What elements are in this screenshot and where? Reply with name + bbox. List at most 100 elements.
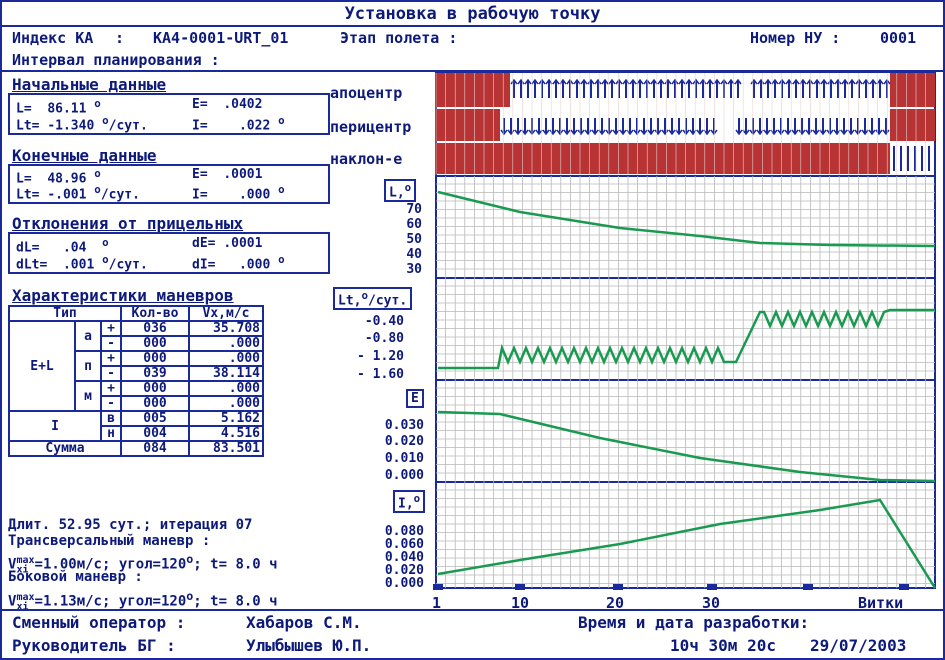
info-duration: Длит. 52.95 сут.; итерация 07 [8,517,253,533]
x-tick-mark [433,584,443,590]
arrow-icon [798,129,806,136]
arrow-icon [577,129,585,136]
arrow-icon [598,129,606,136]
nu-value: 0001 [880,29,917,47]
tick-label: 50 [406,232,422,247]
deviation-title: Отклонения от прицельных [12,214,244,233]
arrow-icon [868,129,876,136]
arrow-icon [869,78,877,85]
arrow-icon [675,129,683,136]
arrow-icon [777,129,785,136]
arrow-icon [514,129,522,136]
arrow-icon [855,78,863,85]
dev-dE: .0001 [223,236,263,251]
initial-title: Начальные данные [12,75,167,94]
arrow-icon [654,129,662,136]
arrow-icon [584,129,592,136]
arrow-icon [563,129,571,136]
arrow-icon [668,129,676,136]
arrow-icon [678,78,686,85]
time-value: 10ч 30м 20с [670,636,776,655]
series-line-Lt [438,308,935,370]
arrow-icon [713,78,721,85]
date-value: 29/07/2003 [810,636,907,655]
arrow-icon [763,129,771,136]
final-L: 48.96 [47,171,87,187]
tick-label: 0.010 [384,451,424,466]
table-row: - 000 .000 [9,335,264,352]
arrow-icon [615,78,623,85]
arrow-icon [854,129,862,136]
x-tick-label: 20 [606,594,625,612]
arrow-icon [882,129,890,136]
arrow-icon [521,129,529,136]
initial-Lt: -1.340 [47,118,95,134]
arrow-icon [876,78,884,85]
arrow-icon [629,78,637,85]
maneuvers-title: Характеристики маневров [12,286,234,305]
operator-label: Сменный оператор : [12,613,186,632]
table-row: н 004 4.516 [9,425,264,442]
arrow-icon [875,129,883,136]
arrow-icon [806,78,814,85]
arrow-icon [742,129,750,136]
chart-Lt-label: Lt,о/сут. [333,287,413,311]
table-row: м + 000 .000 [9,380,264,412]
tick-label: 0.080 [384,524,424,539]
table-row: E+L а + 036 35.708 [8,320,264,412]
chart-E-label: E [406,389,424,408]
series-line-E [437,410,936,483]
arrow-icon [784,129,792,136]
arrow-icon [812,129,820,136]
arrow-icon [601,78,609,85]
arrow-icon [538,78,546,85]
divider [0,25,945,27]
arrow-icon [834,78,842,85]
arrow-icon [792,78,800,85]
dev-dL: .04 [62,240,87,256]
tick-label: 0.020 [384,563,424,578]
tick-label: -0.40 [364,314,404,329]
arrow-icon [552,78,560,85]
arrow-icon [636,78,644,85]
arrow-icon [524,78,532,85]
x-tick-mark [803,584,813,590]
tick-label: 60 [406,217,422,232]
chart-I-label: I,о [393,490,426,514]
nu-label: Номер НУ : [750,29,841,47]
series-line-L [437,190,936,248]
arrow-icon [591,129,599,136]
stage-label: Этап полета : [340,29,458,47]
arrow-icon [619,129,627,136]
initial-box [8,93,330,135]
operator-name: Хабаров С.М. [246,613,362,632]
info-lateral: Боковой маневр : [8,569,143,585]
arrow-icon [734,78,742,85]
tick-label: 40 [406,247,422,262]
arrow-icon [573,78,581,85]
sum-row: Сумма 084 83.501 [8,440,264,457]
arrow-icon [682,129,690,136]
arrow-icon [692,78,700,85]
info-lateral-params: Vximax=1.13м/с; угол=120о; t= 8.0 ч [8,589,278,613]
arrow-icon [510,78,518,85]
arrow-icon [820,78,828,85]
maneuver-bar-red [436,73,510,107]
final-E: .0001 [223,167,263,182]
arrow-icon [608,78,616,85]
tick-label: 70 [406,202,422,217]
arrow-icon [640,129,648,136]
arrow-icon [570,129,578,136]
arrow-icon [848,78,856,85]
inclination-label: наклон-е [330,150,403,168]
arrow-icon [535,129,543,136]
arrow-icon [556,129,564,136]
window-title: Установка в рабочую точку [344,4,601,24]
initial-I: .022 [238,118,271,134]
arrow-icon [612,129,620,136]
apocenter-label: апоцентр [330,84,403,102]
tick-label: 0.060 [384,537,424,552]
head-name: Улыбышев Ю.П. [246,636,372,655]
